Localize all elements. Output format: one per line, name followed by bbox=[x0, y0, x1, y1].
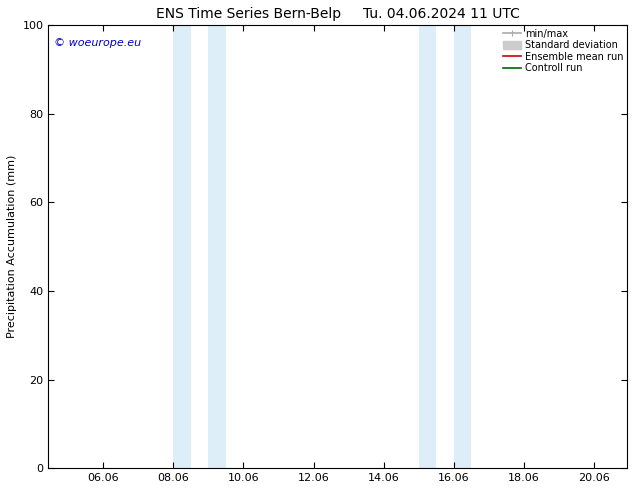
Y-axis label: Precipitation Accumulation (mm): Precipitation Accumulation (mm) bbox=[7, 155, 17, 338]
Text: © woeurope.eu: © woeurope.eu bbox=[54, 38, 141, 48]
Legend: min/max, Standard deviation, Ensemble mean run, Controll run: min/max, Standard deviation, Ensemble me… bbox=[501, 27, 625, 75]
Bar bbox=[418, 25, 436, 468]
Title: ENS Time Series Bern-Belp     Tu. 04.06.2024 11 UTC: ENS Time Series Bern-Belp Tu. 04.06.2024… bbox=[156, 7, 520, 21]
Bar bbox=[209, 25, 226, 468]
Bar bbox=[454, 25, 471, 468]
Bar bbox=[173, 25, 191, 468]
